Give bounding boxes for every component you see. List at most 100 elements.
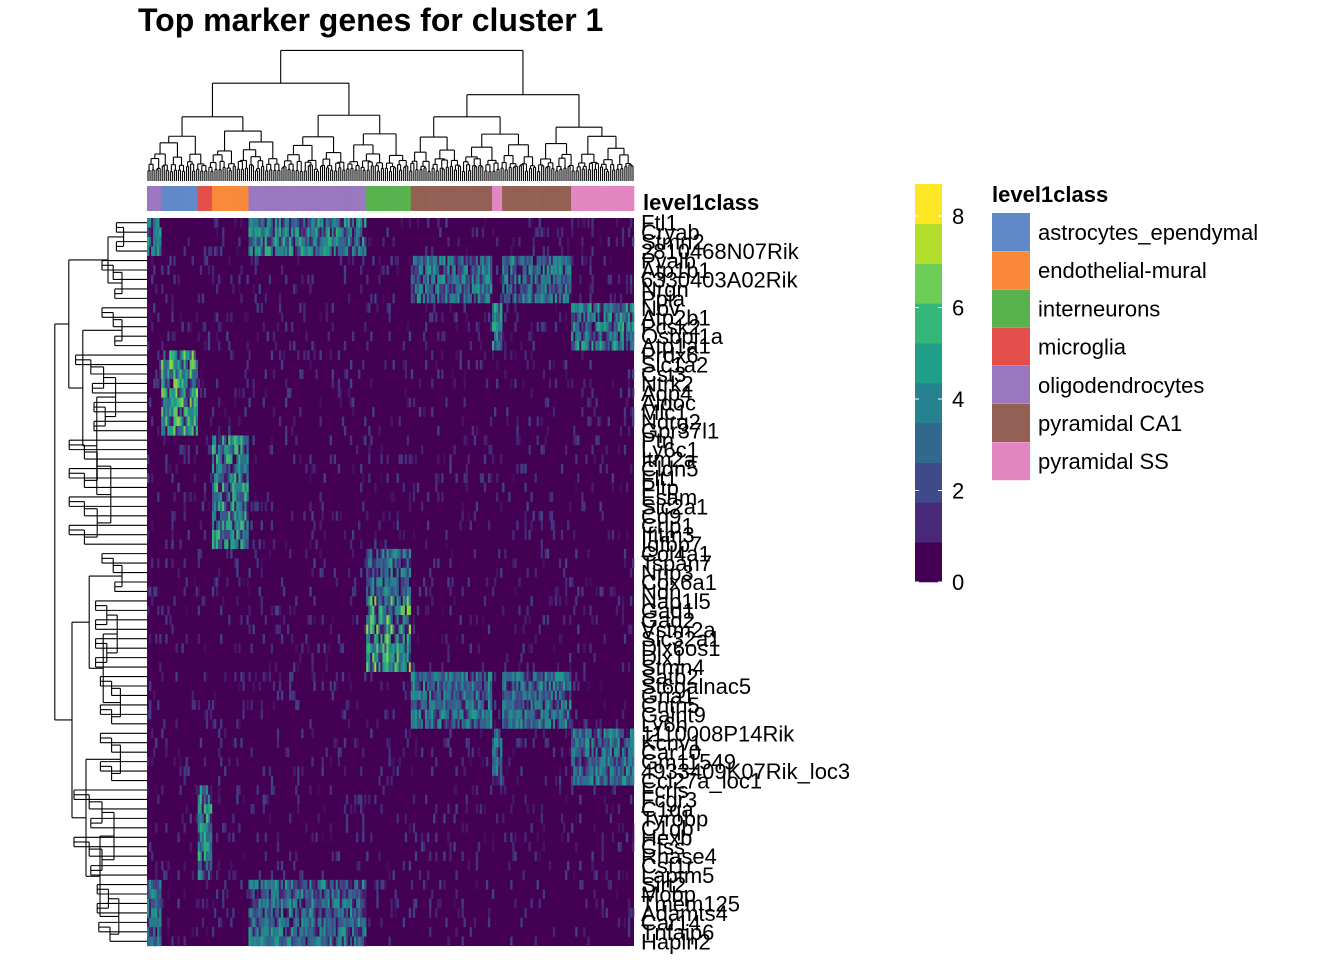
heatmap-cell — [583, 766, 586, 777]
heatmap-cell — [471, 227, 474, 238]
heatmap-cell — [262, 539, 265, 550]
heatmap-cell — [224, 520, 227, 531]
heatmap-cell — [252, 681, 255, 691]
heatmap-cell — [246, 700, 249, 710]
heatmap-cell — [522, 255, 525, 266]
heatmap-cell — [510, 804, 513, 814]
annotation-cell — [179, 186, 182, 211]
heatmap-cell — [173, 350, 176, 361]
heatmap-cell — [173, 331, 176, 342]
heatmap-cell — [147, 756, 150, 767]
heatmap-cell — [516, 255, 519, 266]
heatmap-cell — [299, 407, 302, 417]
heatmap-cell — [262, 889, 265, 899]
heatmap-cell — [414, 709, 418, 720]
heatmap-cell — [534, 671, 537, 682]
heatmap-cell — [443, 671, 446, 682]
heatmap-cell — [323, 236, 326, 247]
heatmap-cell — [250, 879, 253, 890]
heatmap-cell — [416, 671, 420, 682]
heatmap-cell — [447, 671, 450, 682]
heatmap-cell — [301, 227, 304, 238]
heatmap-cell — [573, 312, 576, 323]
heatmap-cell — [601, 340, 604, 351]
heatmap-cell — [607, 322, 610, 332]
heatmap-cell — [256, 558, 259, 569]
heatmap-cell — [236, 756, 239, 767]
heatmap-cell — [353, 804, 357, 814]
heatmap-cell — [311, 671, 314, 682]
heatmap-cell — [394, 662, 397, 673]
heatmap-cell — [489, 473, 493, 483]
heatmap-cell — [457, 255, 460, 266]
heatmap-cell — [374, 482, 377, 493]
heatmap-cell — [496, 567, 499, 578]
heatmap-cell — [404, 624, 408, 635]
heatmap-cell — [295, 596, 298, 606]
heatmap-cell — [599, 756, 602, 767]
heatmap-cell — [599, 586, 602, 597]
heatmap-cell — [601, 747, 604, 758]
heatmap-cell — [276, 246, 280, 257]
heatmap-cell — [177, 747, 180, 758]
heatmap-cell — [386, 548, 389, 559]
heatmap-cell — [358, 246, 361, 257]
heatmap-cell — [242, 444, 245, 455]
heatmap-cell — [479, 719, 483, 729]
heatmap-cell — [165, 388, 168, 398]
heatmap-cell — [155, 870, 158, 881]
heatmap-cell — [228, 870, 231, 881]
heatmap-cell — [481, 671, 485, 682]
heatmap-cell — [374, 558, 377, 569]
heatmap-cell — [504, 709, 507, 720]
heatmap-cell — [536, 293, 539, 304]
heatmap-cell — [185, 804, 188, 814]
heatmap-cell — [311, 889, 314, 899]
heatmap-cell — [591, 756, 594, 767]
heatmap-cell — [347, 889, 351, 899]
heatmap-cell — [353, 738, 357, 748]
heatmap-cell — [542, 265, 546, 275]
heatmap-cell — [479, 359, 483, 370]
heatmap-cell — [467, 284, 470, 294]
heatmap-cell — [218, 435, 221, 446]
heatmap-cell — [599, 719, 602, 729]
heatmap-cell — [546, 227, 550, 238]
heatmap-cell — [435, 690, 438, 701]
heatmap-cell — [445, 397, 448, 408]
heatmap-cell — [274, 662, 278, 673]
heatmap-cell — [554, 274, 558, 285]
heatmap-cell — [510, 709, 513, 720]
heatmap-cell — [587, 548, 590, 559]
heatmap-cell — [406, 615, 410, 625]
heatmap-cell — [220, 738, 223, 748]
heatmap-cell — [496, 236, 499, 247]
heatmap-cell — [376, 596, 379, 606]
heatmap-cell — [467, 511, 470, 521]
annotation-cell — [573, 186, 576, 211]
heatmap-cell — [429, 586, 432, 597]
heatmap-cell — [587, 303, 590, 313]
heatmap-cell — [382, 662, 385, 673]
heatmap-cell — [516, 274, 519, 285]
heatmap-cell — [414, 690, 418, 701]
heatmap-cell — [485, 435, 489, 446]
heatmap-cell — [341, 709, 345, 720]
heatmap-cell — [544, 738, 548, 748]
heatmap-cell — [607, 530, 610, 540]
heatmap-cell — [400, 577, 403, 587]
heatmap-cell — [467, 719, 470, 729]
heatmap-cell — [396, 596, 399, 606]
heatmap-cell — [341, 671, 345, 682]
heatmap-cell — [500, 293, 503, 304]
heatmap-cell — [611, 766, 615, 777]
heatmap-cell — [315, 227, 318, 238]
heatmap-cell — [542, 293, 546, 304]
heatmap-cell — [234, 643, 237, 654]
heatmap-cell — [548, 511, 552, 521]
annotation-cell — [175, 186, 178, 211]
heatmap-cell — [282, 218, 286, 228]
heatmap-cell — [362, 246, 365, 257]
heatmap-cell — [538, 700, 541, 710]
heatmap-cell — [185, 426, 188, 436]
